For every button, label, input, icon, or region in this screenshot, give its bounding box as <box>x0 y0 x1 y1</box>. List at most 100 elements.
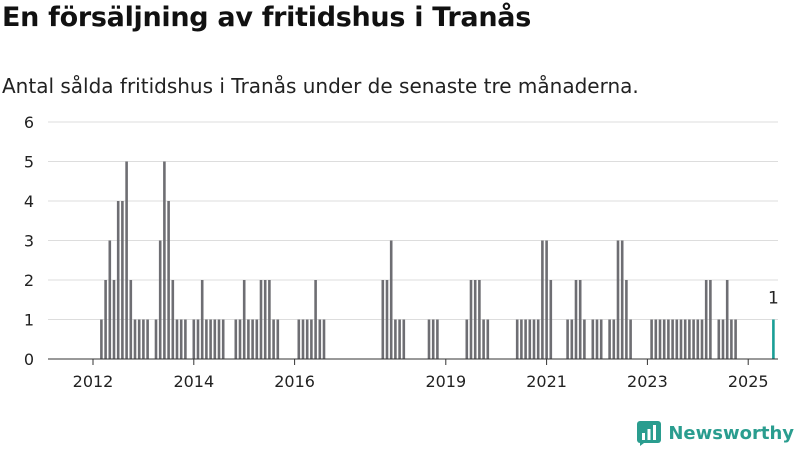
annotations: 1 <box>768 289 779 309</box>
bar <box>721 319 725 359</box>
bar <box>704 280 708 359</box>
bar <box>473 280 477 359</box>
bar <box>591 319 595 359</box>
bar <box>696 319 700 359</box>
y-tick-label: 5 <box>24 153 34 172</box>
bar <box>175 319 179 359</box>
bar <box>730 319 733 359</box>
bar <box>251 319 254 359</box>
x-axis: 2012 2014 2016 2019 2021 2023 2025 <box>48 358 778 391</box>
bar <box>196 319 200 359</box>
bar <box>431 319 435 359</box>
bar <box>650 319 653 359</box>
bar <box>583 319 586 359</box>
bar <box>709 280 712 359</box>
bar <box>205 319 208 359</box>
bar <box>142 319 145 359</box>
bar <box>297 319 301 359</box>
bar <box>213 319 217 359</box>
bar <box>692 319 695 359</box>
bar <box>658 319 662 359</box>
bar <box>675 319 679 359</box>
bar <box>255 319 259 359</box>
bar <box>305 319 309 359</box>
bar <box>662 319 666 359</box>
bar <box>545 240 548 359</box>
bar <box>595 319 599 359</box>
bar <box>436 319 439 359</box>
x-tick-label: 2016 <box>274 372 315 391</box>
bar <box>725 280 729 359</box>
gridlines <box>48 121 778 320</box>
bar <box>146 319 149 359</box>
bar <box>578 280 582 359</box>
bar <box>389 240 393 359</box>
bar <box>402 319 406 359</box>
bar <box>427 319 431 359</box>
bar <box>671 319 674 359</box>
bar <box>234 319 238 359</box>
bar <box>570 319 574 359</box>
y-tick-label: 4 <box>24 192 34 211</box>
bar <box>125 161 128 359</box>
bar <box>310 319 313 359</box>
bar <box>259 280 263 359</box>
bar <box>116 201 120 359</box>
bar <box>318 319 322 359</box>
bar <box>616 240 620 359</box>
bar <box>532 319 536 359</box>
bar <box>108 240 112 359</box>
data-label: 1 <box>768 289 779 309</box>
brand-name: Newsworthy <box>668 422 794 444</box>
bar <box>515 319 519 359</box>
y-tick-label: 3 <box>24 232 34 251</box>
bar <box>263 280 267 359</box>
bar <box>154 319 158 359</box>
bar <box>717 319 721 359</box>
bar <box>112 280 116 359</box>
bar <box>541 240 544 359</box>
x-tick-label: 2012 <box>73 372 114 391</box>
chart-title: En försäljning av fritidshus i Tranås <box>2 2 531 33</box>
bar <box>612 319 616 359</box>
bar <box>700 319 704 359</box>
bar <box>394 319 397 359</box>
bar-highlight <box>772 319 775 359</box>
bar <box>520 319 523 359</box>
bar <box>620 240 624 359</box>
bars <box>100 161 775 359</box>
bar <box>688 319 691 359</box>
bar <box>625 280 628 359</box>
bar <box>179 319 183 359</box>
bar <box>654 319 658 359</box>
bar <box>301 319 305 359</box>
bar <box>192 319 196 359</box>
bar <box>276 319 280 359</box>
bar <box>549 280 553 359</box>
bar <box>238 319 242 359</box>
bar <box>200 280 204 359</box>
bar <box>171 280 175 359</box>
bar <box>566 319 569 359</box>
bar <box>478 280 481 359</box>
bar <box>121 201 124 359</box>
bar <box>599 319 603 359</box>
bar <box>381 280 385 359</box>
bar <box>137 319 141 359</box>
bar <box>465 319 469 359</box>
brand-logo[interactable]: Newsworthy <box>636 420 794 446</box>
bar <box>268 280 271 359</box>
x-tick-label: 2019 <box>425 372 466 391</box>
y-tick-label: 2 <box>24 271 34 290</box>
y-tick-label: 1 <box>24 311 34 330</box>
newsworthy-icon <box>637 421 662 446</box>
bar <box>398 319 401 359</box>
bar <box>469 280 473 359</box>
bar <box>133 319 137 359</box>
bar <box>536 319 540 359</box>
bar <box>104 280 107 359</box>
bar <box>184 319 187 359</box>
bar <box>629 319 632 359</box>
bar <box>247 319 250 359</box>
x-tick-label: 2021 <box>526 372 567 391</box>
